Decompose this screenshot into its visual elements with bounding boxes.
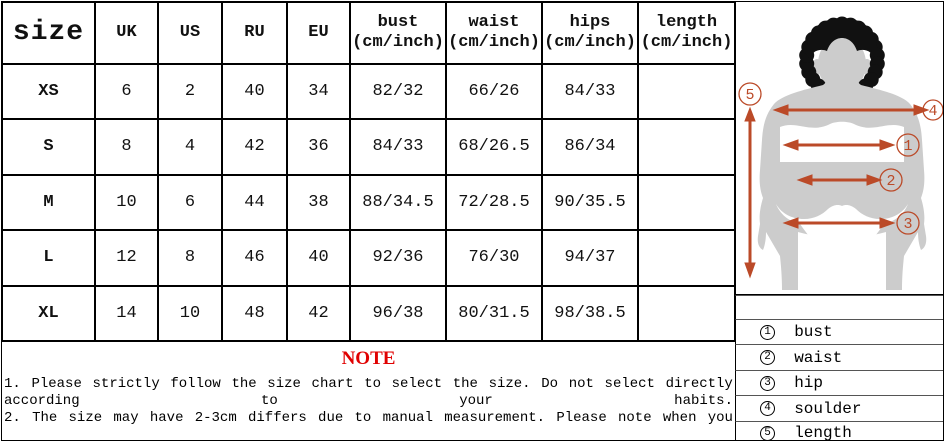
svg-text:1: 1 — [903, 138, 912, 155]
svg-text:5: 5 — [745, 87, 754, 104]
svg-text:2: 2 — [886, 173, 895, 190]
svg-text:4: 4 — [928, 103, 937, 120]
svg-text:3: 3 — [903, 216, 912, 233]
